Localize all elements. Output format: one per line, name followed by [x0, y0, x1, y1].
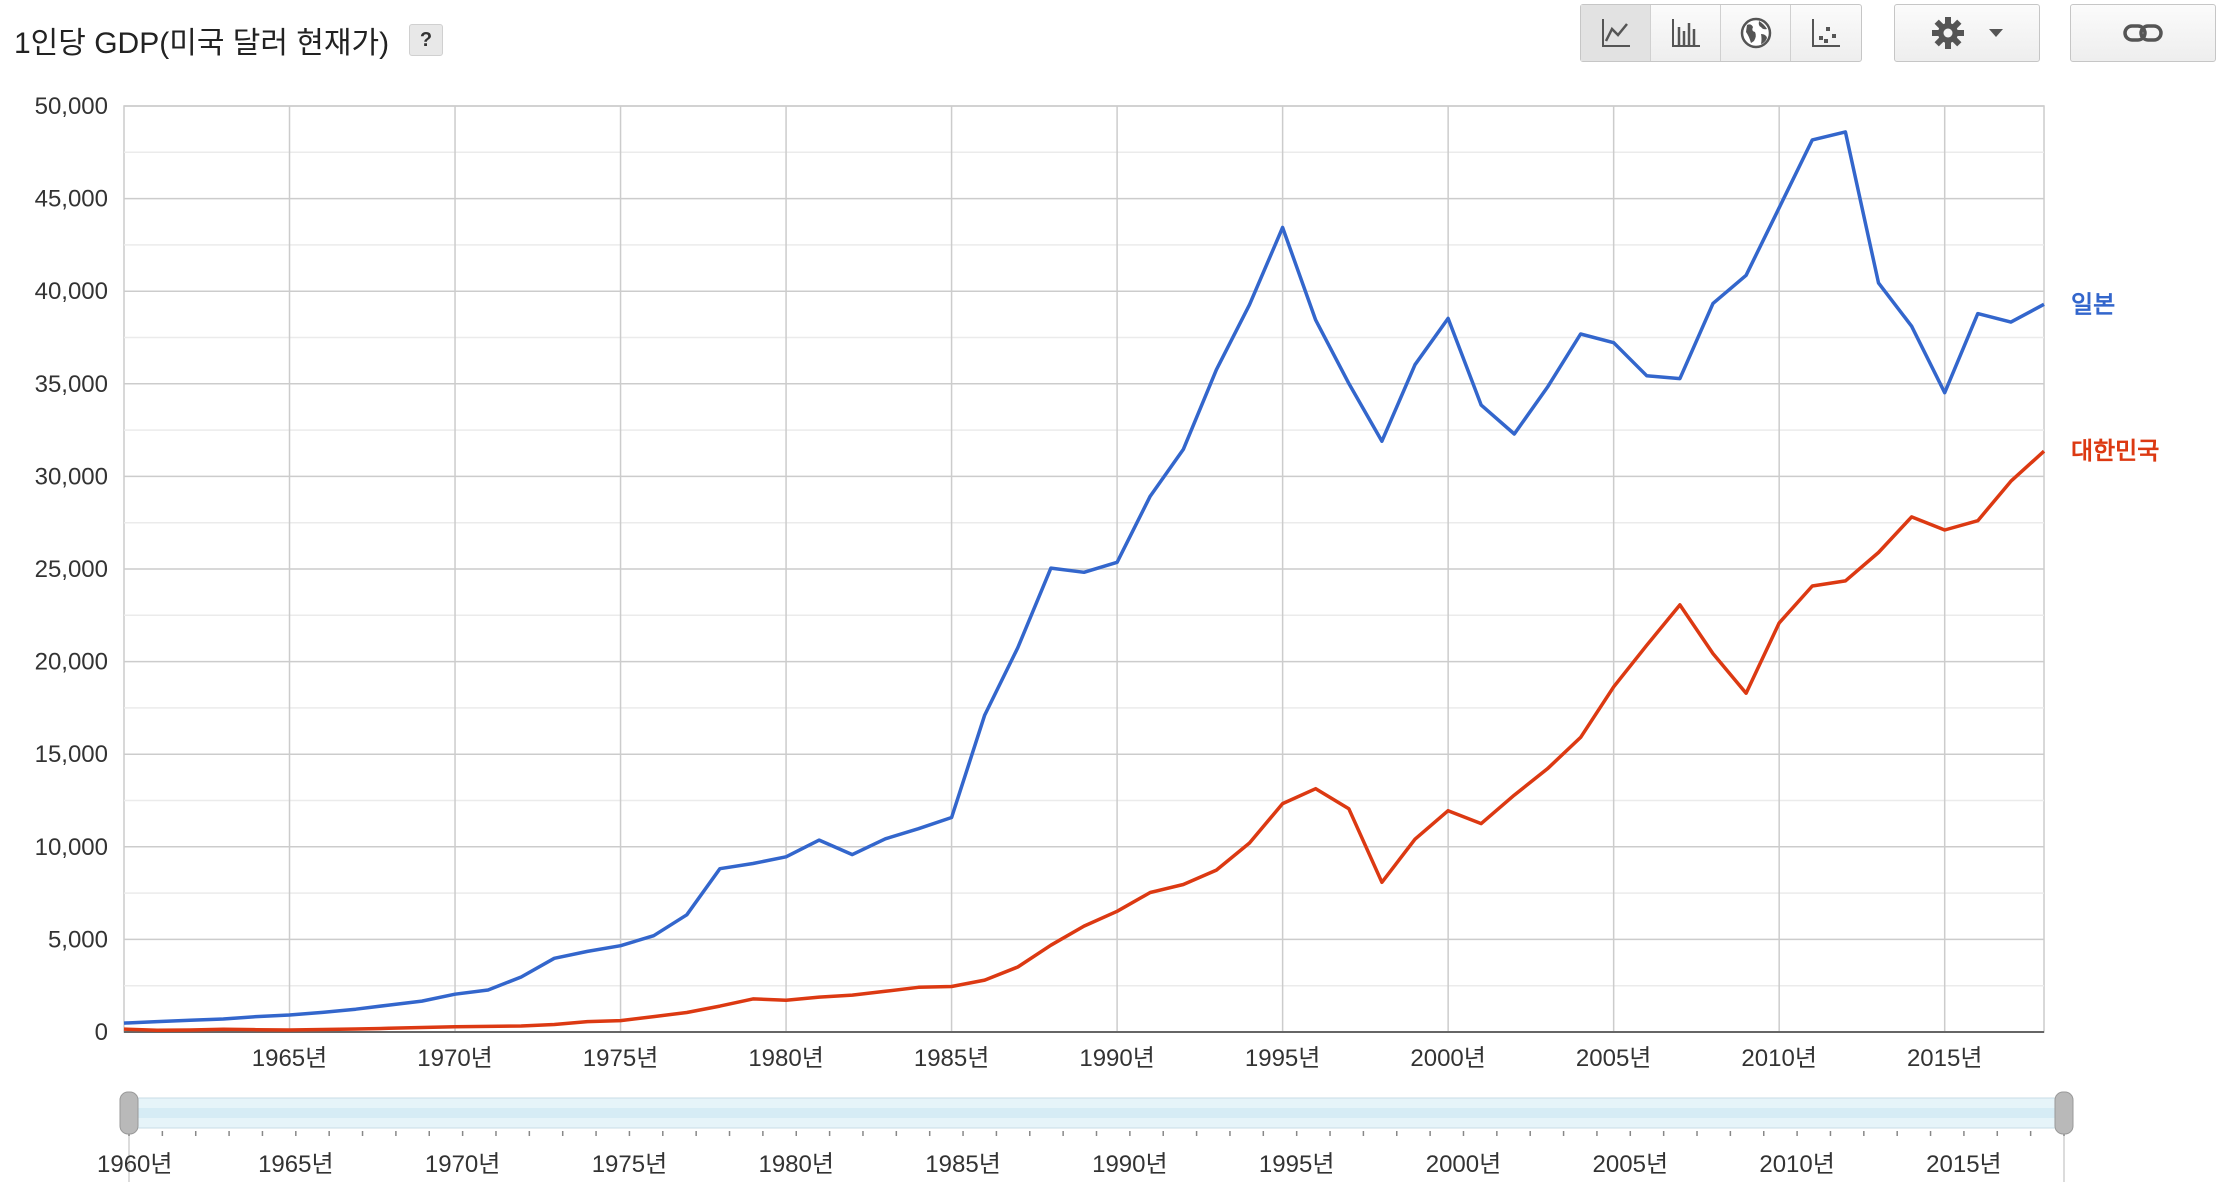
navigator-tick-label: 2015년: [1926, 1151, 2001, 1178]
line-chart-button[interactable]: [1581, 5, 1651, 61]
navigator-tick-label: 2005년: [1593, 1151, 1668, 1178]
line-chart-icon: [1601, 19, 1630, 47]
series-line-1: [123, 130, 2045, 1025]
navigator-start-label: 1960년: [97, 1151, 172, 1178]
navigator-tick-label: 2000년: [1426, 1151, 1501, 1178]
x-tick-label: 2010년: [1741, 1045, 1816, 1072]
link-icon: [2123, 24, 2163, 42]
chart-type-toolbar: [1580, 4, 1862, 62]
x-tick-label: 1985년: [914, 1045, 989, 1072]
navigator-tick-label: 1995년: [1259, 1151, 1334, 1178]
x-tick-label: 1970년: [417, 1045, 492, 1072]
navigator-tick-label: 1975년: [592, 1151, 667, 1178]
y-tick-label: 15,000: [35, 741, 108, 768]
y-tick-label: 30,000: [35, 463, 108, 490]
x-tick-label: 1975년: [583, 1045, 658, 1072]
navigator-tick-label: 1965년: [258, 1151, 333, 1178]
scatter-view-button[interactable]: [1791, 5, 1861, 61]
series-label-1: 일본: [2071, 291, 2115, 318]
x-tick-label: 1980년: [748, 1045, 823, 1072]
navigator-tick-label: 1985년: [925, 1151, 1000, 1178]
x-tick-label: 1990년: [1079, 1045, 1154, 1072]
y-tick-label: 45,000: [35, 186, 108, 213]
y-tick-label: 50,000: [35, 93, 108, 120]
y-tick-label: 10,000: [35, 834, 108, 861]
x-tick-label: 2000년: [1410, 1045, 1485, 1072]
navigator-tick-label: 1990년: [1092, 1151, 1167, 1178]
globe-map-icon: [1740, 17, 1771, 49]
x-tick-label: 1995년: [1245, 1045, 1320, 1072]
x-tick-label: 1965년: [252, 1045, 327, 1072]
caret-down-icon: [1989, 29, 2003, 37]
gridlines: [123, 105, 2045, 1033]
y-tick-label: 40,000: [35, 278, 108, 305]
share-link-button[interactable]: [2070, 4, 2216, 62]
chart-axes: 0 5,000 10,000 15,000 20,000 25,000 30,000 35,0…: [35, 93, 2044, 1072]
navigator-right-handle[interactable]: [2054, 1091, 2074, 1135]
help-button[interactable]: ?: [409, 24, 443, 56]
scatter-plot-icon: [1812, 19, 1840, 47]
y-tick-label: 20,000: [35, 649, 108, 676]
navigator-tick-label: 2010년: [1759, 1151, 1834, 1178]
navigator-tick-label: 1970년: [425, 1151, 500, 1178]
navigator-tick-label: 1980년: [758, 1151, 833, 1178]
bar-chart-button[interactable]: [1651, 5, 1721, 61]
y-tick-label: 35,000: [35, 371, 108, 398]
y-tick-label: 0: [95, 1019, 108, 1046]
page-title: 1인당 GDP(미국 달러 현재가): [14, 27, 390, 60]
series-label-2: 대한민국: [2071, 438, 2159, 465]
time-range-navigator[interactable]: 1960년 1965년 1970년 1975년 1980년 1985년 1990년 1995년…: [97, 1091, 2074, 1182]
series-line-2: [123, 449, 2046, 1033]
navigator-inner-band: [129, 1108, 2064, 1118]
map-view-button[interactable]: [1721, 5, 1791, 61]
series-lines: [123, 130, 2046, 1033]
bar-chart-icon: [1671, 19, 1700, 47]
x-tick-label: 2015년: [1907, 1045, 1982, 1072]
gear-icon: [1932, 17, 1964, 49]
navigator-left-handle[interactable]: [119, 1091, 139, 1135]
settings-menu-button[interactable]: [1894, 4, 2040, 62]
y-tick-label: 5,000: [48, 926, 108, 953]
y-tick-label: 25,000: [35, 556, 108, 583]
x-tick-label: 2005년: [1576, 1045, 1651, 1072]
